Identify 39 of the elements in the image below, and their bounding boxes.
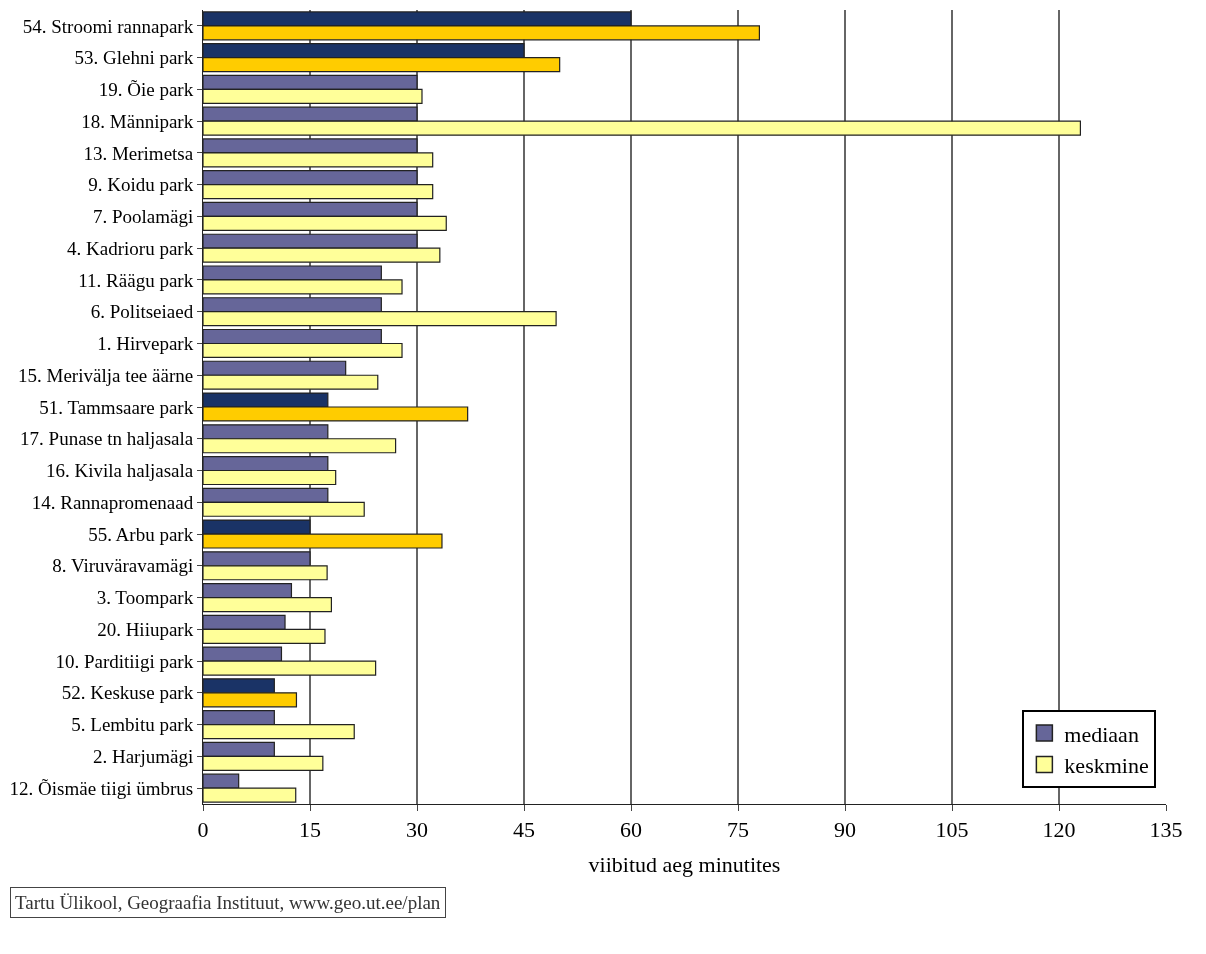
- x-tick-label: 75: [727, 817, 749, 843]
- y-tick-label: 8. Viruväravamägi: [52, 555, 194, 577]
- y-tick-label: 18. Männipark: [81, 110, 194, 132]
- y-tick-label: 15. Merivälja tee äärne: [18, 364, 194, 386]
- legend-label: mediaan: [1064, 721, 1139, 747]
- y-tick-label: 19. Õie park: [98, 79, 194, 101]
- y-tick-label: 51. Tammsaare park: [39, 396, 194, 418]
- y-tick-label: 6. Politseiaed: [90, 301, 194, 323]
- y-tick-label: 54. Stroomi rannapark: [22, 15, 194, 37]
- y-tick-label: 3. Toompark: [96, 587, 194, 609]
- y-tick-label: 11. Räägu park: [78, 269, 194, 291]
- x-tick-label: 30: [406, 817, 428, 843]
- y-tick-label: 10. Parditiigi park: [55, 650, 194, 672]
- x-tick-label: 90: [834, 817, 856, 843]
- y-tick-label: 9. Koidu park: [88, 174, 194, 196]
- text: Tartu Ülikool, Geograafia Instituut, www.geo.ut.ee/plan: [15, 892, 441, 913]
- x-tick-label: 45: [513, 817, 535, 843]
- x-tick-label: 135: [1149, 817, 1183, 843]
- y-tick-label: 20. Hiiupark: [97, 618, 194, 640]
- y-tick-label: 13. Merimetsa: [83, 142, 194, 164]
- y-tick-label: 2. Harjumägi: [92, 746, 194, 768]
- y-tick-label: 12. Õismäe tiigi ümbrus: [9, 777, 194, 799]
- x-tick-label: 105: [935, 817, 969, 843]
- y-tick-label: 55. Arbu park: [88, 523, 194, 545]
- y-tick-label: 1. Hirvepark: [97, 333, 194, 355]
- y-tick-label: 52. Keskuse park: [61, 682, 194, 704]
- x-tick-label: 120: [1042, 817, 1076, 843]
- x-tick-label: 60: [620, 817, 642, 843]
- legend-label: keskmine: [1064, 753, 1149, 779]
- y-tick-label: 53. Glehni park: [74, 47, 194, 69]
- y-tick-label: 17. Punase tn haljasala: [20, 428, 194, 450]
- y-tick-label: 5. Lembitu park: [71, 714, 194, 736]
- x-tick-label: 0: [197, 817, 209, 843]
- y-tick-label: 7. Poolamägi: [92, 206, 194, 228]
- x-tick-label: 15: [299, 817, 321, 843]
- y-tick-label: 14. Rannapromenaad: [31, 491, 194, 513]
- x-axis-title: viibitud aeg minutites: [588, 852, 781, 878]
- y-tick-label: 16. Kivila haljasala: [45, 460, 194, 482]
- y-tick-label: 4. Kadrioru park: [67, 237, 194, 259]
